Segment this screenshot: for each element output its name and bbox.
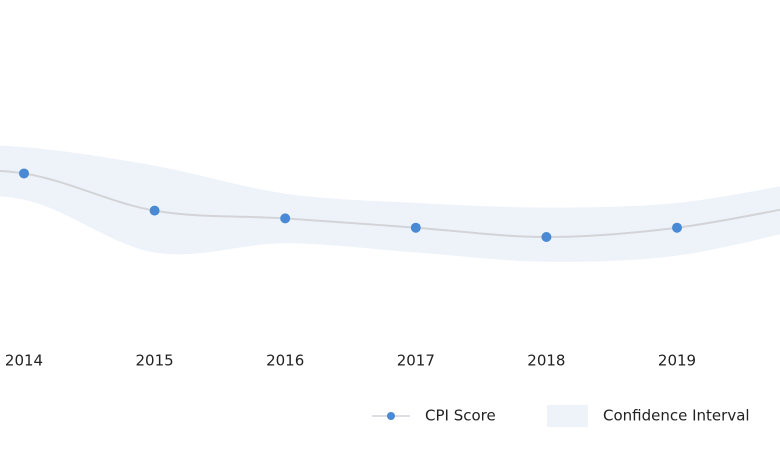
data-point xyxy=(280,213,291,224)
data-point xyxy=(672,222,682,233)
legend-swatch xyxy=(547,405,588,427)
legend-label: Confidence Interval xyxy=(603,407,750,425)
plot-area xyxy=(0,145,780,262)
x-axis: 2014 2015 2016 2017 2018 2019 xyxy=(5,352,696,370)
data-point xyxy=(19,168,29,179)
x-tick-label: 2018 xyxy=(527,352,565,370)
x-tick-label: 2019 xyxy=(658,352,696,370)
legend: CPI Score Confidence Interval xyxy=(372,405,750,427)
data-point xyxy=(410,222,421,233)
confidence-band xyxy=(0,145,780,262)
legend-marker xyxy=(387,412,395,420)
x-tick-label: 2016 xyxy=(266,352,304,370)
x-tick-label: 2017 xyxy=(397,352,435,370)
series-line xyxy=(0,169,780,239)
x-tick-label: 2015 xyxy=(136,352,174,370)
x-tick-label: 2014 xyxy=(5,352,43,370)
data-point xyxy=(149,205,160,216)
legend-label: CPI Score xyxy=(425,407,496,425)
data-point xyxy=(541,232,552,242)
